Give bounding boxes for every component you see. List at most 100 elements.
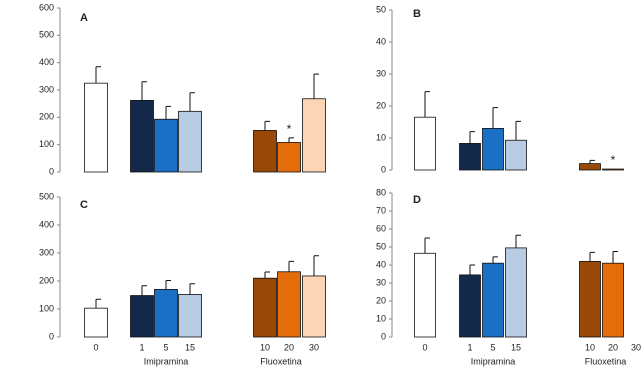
bar bbox=[459, 143, 481, 171]
y-tick-label: 200 bbox=[39, 275, 54, 285]
bar bbox=[414, 252, 436, 338]
y-tick-label: 40 bbox=[376, 259, 386, 269]
bar bbox=[253, 277, 277, 338]
panel-label: B bbox=[413, 8, 421, 20]
bar bbox=[302, 275, 326, 338]
y-tick-label: 70 bbox=[376, 205, 386, 215]
bar bbox=[482, 262, 504, 338]
group-label: Fluoxetina bbox=[585, 356, 627, 366]
error-bar bbox=[515, 234, 521, 248]
y-tick-label: 10 bbox=[376, 313, 386, 323]
bar bbox=[277, 271, 301, 338]
x-tick-label: 5 bbox=[163, 342, 168, 352]
y-tick-label: 400 bbox=[39, 57, 54, 67]
bar bbox=[579, 163, 601, 171]
y-tick-label: 0 bbox=[49, 166, 54, 176]
bar bbox=[178, 294, 202, 338]
bar bbox=[505, 247, 527, 338]
error-bar bbox=[492, 256, 498, 264]
error-bar bbox=[189, 92, 195, 112]
y-tick-label: 30 bbox=[376, 277, 386, 287]
x-tick-label: 10 bbox=[585, 342, 595, 352]
bar bbox=[277, 142, 301, 173]
x-tick-label: 15 bbox=[185, 342, 195, 352]
y-tick-label: 100 bbox=[39, 139, 54, 149]
error-bar bbox=[469, 131, 475, 144]
panel-label: D bbox=[413, 194, 421, 206]
bar bbox=[459, 274, 481, 338]
x-tick-label: 15 bbox=[511, 342, 521, 352]
error-bar bbox=[492, 107, 498, 129]
error-bar bbox=[95, 66, 101, 84]
y-tick-label: 500 bbox=[39, 191, 54, 201]
y-tick-label: 200 bbox=[39, 112, 54, 122]
y-tick-label: 500 bbox=[39, 30, 54, 40]
error-bar bbox=[424, 237, 430, 254]
panel-label: C bbox=[80, 199, 88, 211]
error-bar bbox=[469, 264, 475, 275]
y-tick-label: 100 bbox=[39, 303, 54, 313]
x-tick-label: 10 bbox=[260, 342, 270, 352]
x-tick-label: 30 bbox=[309, 342, 319, 352]
bar bbox=[302, 98, 326, 173]
error-bar bbox=[189, 283, 195, 295]
error-bar bbox=[165, 105, 171, 120]
group-label: Fluoxetina bbox=[260, 356, 302, 366]
y-tick-label: 10 bbox=[376, 132, 386, 142]
y-tick-label: 300 bbox=[39, 247, 54, 257]
y-tick-label: 20 bbox=[376, 100, 386, 110]
error-bar bbox=[264, 271, 270, 279]
error-bar bbox=[313, 73, 319, 99]
y-tick-label: 80 bbox=[376, 187, 386, 197]
x-tick-label: 1 bbox=[139, 342, 144, 352]
x-tick-label: 0 bbox=[93, 342, 98, 352]
y-tick-label: 400 bbox=[39, 219, 54, 229]
x-tick-label: 20 bbox=[284, 342, 294, 352]
x-tick-label: 30 bbox=[631, 342, 641, 352]
y-tick-label: 600 bbox=[39, 2, 54, 12]
bar bbox=[602, 168, 624, 171]
y-tick-label: 20 bbox=[376, 295, 386, 305]
bar bbox=[84, 307, 108, 338]
y-tick-label: 50 bbox=[376, 4, 386, 14]
bar bbox=[130, 295, 154, 338]
error-bar bbox=[612, 251, 618, 264]
error-bar bbox=[95, 298, 101, 309]
error-bar bbox=[313, 255, 319, 276]
bar bbox=[414, 116, 436, 171]
x-tick-label: 20 bbox=[608, 342, 618, 352]
error-bar bbox=[141, 285, 147, 296]
error-bar bbox=[264, 120, 270, 131]
bar bbox=[602, 262, 624, 338]
error-bar bbox=[424, 91, 430, 118]
y-tick-label: 300 bbox=[39, 84, 54, 94]
y-tick-label: 30 bbox=[376, 68, 386, 78]
bar bbox=[579, 260, 601, 338]
x-tick-label: 5 bbox=[490, 342, 495, 352]
bar bbox=[178, 110, 202, 173]
bar bbox=[154, 288, 178, 338]
bar bbox=[505, 139, 527, 171]
error-bar bbox=[288, 137, 294, 143]
x-tick-label: 1 bbox=[467, 342, 472, 352]
bar bbox=[154, 118, 178, 173]
significance-mark: * bbox=[611, 153, 616, 167]
bar bbox=[482, 127, 504, 171]
error-bar bbox=[141, 81, 147, 101]
error-bar bbox=[288, 260, 294, 272]
panel-label: A bbox=[80, 12, 88, 24]
bar bbox=[253, 130, 277, 173]
group-label: Imipramina bbox=[144, 356, 189, 366]
bar bbox=[84, 82, 108, 173]
significance-mark: * bbox=[287, 122, 292, 136]
y-tick-label: 60 bbox=[376, 223, 386, 233]
y-tick-label: 0 bbox=[49, 331, 54, 341]
error-bar bbox=[165, 279, 171, 290]
error-bar bbox=[515, 120, 521, 141]
x-tick-label: 0 bbox=[422, 342, 427, 352]
error-bar bbox=[589, 159, 595, 164]
group-label: Imipramina bbox=[471, 356, 516, 366]
y-tick-label: 0 bbox=[381, 164, 386, 174]
y-tick-label: 40 bbox=[376, 36, 386, 46]
